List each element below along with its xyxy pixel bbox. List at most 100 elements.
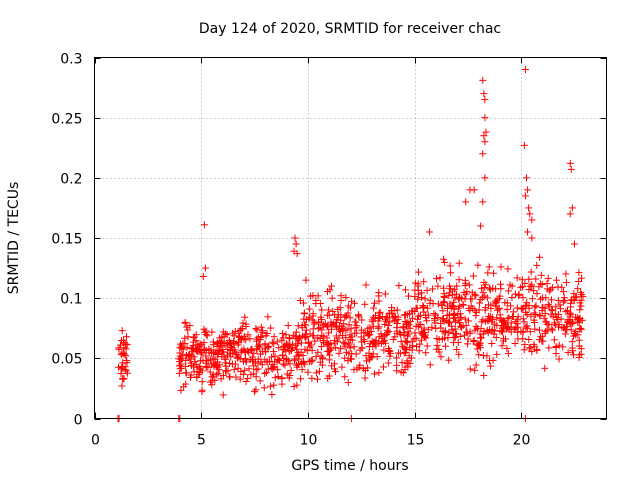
data-point: [257, 333, 265, 341]
data-point: [199, 273, 207, 281]
data-point: [483, 352, 491, 360]
data-point: [443, 312, 451, 320]
data-point: [545, 302, 553, 310]
data-point: [122, 340, 130, 348]
data-point: [524, 228, 532, 236]
data-point: [118, 327, 126, 335]
data-point: [357, 326, 365, 334]
data-point: [452, 329, 460, 337]
data-point: [300, 315, 308, 323]
data-point: [522, 323, 530, 331]
data-point: [220, 348, 228, 356]
data-point: [239, 319, 247, 327]
data-point: [526, 210, 534, 218]
data-point: [552, 310, 560, 318]
data-point: [577, 288, 585, 296]
data-point: [368, 352, 376, 360]
data-point: [396, 349, 404, 357]
data-point: [229, 329, 237, 337]
data-point: [218, 353, 226, 361]
data-point: [523, 299, 531, 307]
data-point: [255, 341, 263, 349]
data-point: [225, 336, 233, 344]
data-point: [559, 343, 567, 351]
data-point: [476, 341, 484, 349]
data-point: [528, 282, 536, 290]
data-point: [335, 334, 343, 342]
data-point: [492, 285, 500, 293]
data-point: [433, 341, 441, 349]
data-point: [562, 308, 570, 316]
data-point: [239, 370, 247, 378]
data-point: [540, 314, 548, 322]
data-point: [482, 281, 490, 289]
data-point: [302, 326, 310, 334]
data-point: [567, 326, 575, 334]
data-point: [342, 334, 350, 342]
data-point: [561, 330, 569, 338]
data-point: [261, 340, 269, 348]
data-point: [512, 324, 520, 332]
data-point: [213, 343, 221, 351]
data-point: [405, 292, 413, 300]
data-point: [293, 345, 301, 353]
data-point: [520, 346, 528, 354]
data-point: [279, 330, 287, 338]
data-point: [351, 318, 359, 326]
data-point: [570, 351, 578, 359]
data-point: [240, 332, 248, 340]
data-point: [513, 274, 521, 282]
data-point: [341, 373, 349, 381]
data-point: [564, 318, 572, 326]
data-point: [301, 332, 309, 340]
data-point: [481, 114, 489, 122]
data-point: [532, 302, 540, 310]
data-point: [474, 261, 482, 269]
data-point: [566, 159, 574, 167]
data-point: [445, 356, 453, 364]
data-point: [513, 304, 521, 312]
data-point: [251, 388, 259, 396]
data-point: [442, 342, 450, 350]
data-point: [268, 338, 276, 346]
data-point: [419, 302, 427, 310]
data-point: [515, 290, 523, 298]
data-point: [327, 325, 335, 333]
data-point: [429, 285, 437, 293]
data-point: [533, 290, 541, 298]
data-point: [241, 355, 249, 363]
data-point: [481, 174, 489, 182]
data-point: [344, 302, 352, 310]
data-point: [476, 299, 484, 307]
data-point: [446, 262, 454, 270]
data-point: [283, 370, 291, 378]
data-point: [562, 270, 570, 278]
data-point: [412, 334, 420, 342]
data-point: [538, 337, 546, 345]
data-point: [479, 289, 487, 297]
data-point: [531, 310, 539, 318]
data-point: [553, 313, 561, 321]
data-point: [552, 344, 560, 352]
data-point: [462, 321, 470, 329]
data-point: [256, 350, 264, 358]
data-point: [332, 368, 340, 376]
data-point: [293, 250, 301, 258]
data-point: [250, 362, 258, 370]
data-point: [536, 253, 544, 261]
data-point: [536, 280, 544, 288]
data-point: [114, 363, 122, 371]
x-tick-label: 5: [197, 433, 206, 449]
data-point: [440, 292, 448, 300]
data-point: [260, 384, 268, 392]
data-point: [489, 356, 497, 364]
data-point: [463, 340, 471, 348]
data-point: [190, 333, 198, 341]
data-point: [480, 327, 488, 335]
data-point: [267, 324, 275, 332]
data-point: [182, 362, 190, 370]
data-point: [291, 234, 299, 242]
data-point: [361, 300, 369, 308]
data-point: [200, 221, 208, 229]
data-point: [274, 372, 282, 380]
